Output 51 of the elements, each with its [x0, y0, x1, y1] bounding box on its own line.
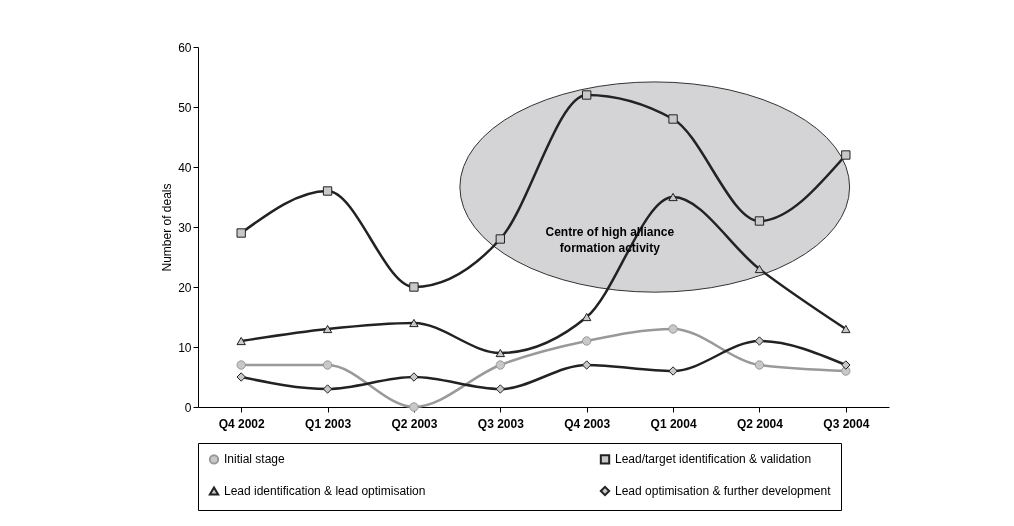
point	[582, 90, 592, 100]
point	[495, 384, 505, 394]
point	[582, 336, 592, 346]
point	[754, 216, 765, 226]
point	[409, 318, 419, 328]
point	[236, 228, 246, 238]
y-tick-label: 40	[178, 160, 192, 175]
x-tick-label: Q2 2003	[391, 416, 438, 431]
point	[754, 336, 765, 346]
point	[841, 360, 851, 370]
point	[236, 336, 246, 346]
y-tick-label: 10	[178, 340, 192, 355]
point	[841, 324, 851, 334]
y-tick-label: 20	[178, 280, 192, 295]
point	[322, 384, 333, 394]
point	[236, 360, 246, 370]
legend-label: Lead optimisation & further development	[615, 484, 832, 498]
legend-label: Lead/target identification & validation	[615, 452, 812, 467]
point	[409, 282, 419, 292]
x-tick-label: Q4 2002	[218, 416, 266, 431]
point	[754, 264, 765, 274]
y-tick-label: 0	[184, 400, 192, 415]
x-tick-label: Q1 2003	[305, 416, 352, 431]
legend-label: Initial stage	[224, 452, 286, 467]
x-tick-label: Q1 2004	[650, 416, 697, 431]
point	[322, 186, 333, 196]
point	[582, 360, 592, 370]
x-tick-label: Q2 2004	[736, 416, 784, 431]
point	[495, 348, 505, 358]
y-axis-title: Number of deals	[160, 183, 175, 272]
point	[582, 312, 592, 322]
point	[495, 360, 505, 370]
y-tick-label: 50	[178, 100, 192, 115]
point	[668, 192, 678, 202]
y-tick-label: 60	[178, 40, 192, 55]
point	[754, 360, 765, 370]
point	[495, 234, 505, 244]
legend-label: Lead identification & lead optimisation	[224, 484, 426, 498]
x-tick-label: Q3 2004	[823, 416, 870, 431]
point	[668, 114, 678, 124]
point	[322, 360, 333, 370]
point	[668, 324, 678, 334]
point	[409, 372, 419, 382]
x-tick-label: Q4 2003	[564, 416, 611, 431]
point	[322, 324, 333, 334]
point	[841, 150, 851, 160]
x-tick-label: Q3 2003	[477, 416, 525, 431]
y-tick-label: 30	[178, 220, 192, 235]
point	[409, 402, 419, 412]
point	[236, 372, 246, 382]
point	[668, 366, 678, 376]
